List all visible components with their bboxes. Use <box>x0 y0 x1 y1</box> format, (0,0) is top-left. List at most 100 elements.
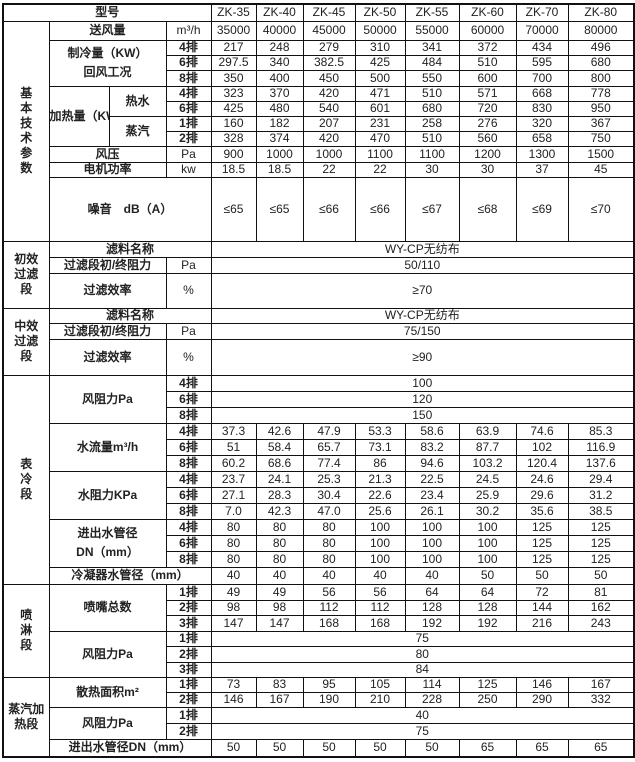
value-cell: ≤68 <box>458 176 517 242</box>
value-cell: 18.5 <box>255 161 304 178</box>
value-cell: 37.3 <box>210 422 257 440</box>
value-cell: 56 <box>302 583 356 601</box>
unit-cell: 1排 <box>165 115 212 132</box>
value-cell: 50 <box>567 566 635 585</box>
section-title: 喷淋段 <box>4 608 48 653</box>
value-cell-merged: 75 <box>210 722 635 740</box>
table-row: 过滤段初/终阻力 Pa 50/110 <box>3 256 635 274</box>
table-row: 进出水管径 DN（mm） 4排 80 80 80 100 100 100 125 125 <box>3 518 635 568</box>
param-label: 电机功率 <box>48 161 167 178</box>
section-label: 初效 过滤段 <box>2 240 50 309</box>
value-cell: 24.1 <box>255 470 304 488</box>
section-label: 中效 过滤段 <box>2 307 50 376</box>
unit-cell: 1排 <box>165 676 212 693</box>
value-cell: 128 <box>404 599 460 616</box>
value-cell: 125 <box>567 534 635 552</box>
value-cell: 310 <box>354 39 406 56</box>
value-cell: 60.2 <box>210 454 257 472</box>
value-cell: 480 <box>255 100 304 117</box>
value-cell: 25.3 <box>302 470 356 488</box>
value-cell: 167 <box>255 691 304 708</box>
table-row: 中效 过滤段滤料名称 WY-CP无纺布 <box>2 307 635 376</box>
table-row: 水流量m³/h 4排 37.3 42.6 47.9 53.3 58.6 63.9 74.6 85.… <box>3 422 635 472</box>
table-row: 型号 ZK-35 ZK-40 ZK-45 ZK-50 ZK-55 ZK-60 ZK-70 ZK-… <box>2 3 635 22</box>
value-cell: 100 <box>404 518 460 536</box>
value-cell: 73 <box>210 676 257 693</box>
value-cell: 80 <box>302 550 356 568</box>
value-cell: 100 <box>354 550 406 568</box>
table-row: 过滤效率% ≥90 <box>3 338 635 376</box>
value-cell: 125 <box>515 518 569 536</box>
header-model: ZK-80 <box>567 3 635 22</box>
section-title-part: 蒸汽加 <box>8 701 45 716</box>
value-cell: 382.5 <box>302 54 356 71</box>
value-cell: 65 <box>515 738 569 758</box>
section-title-part: 术 <box>20 131 33 145</box>
value-cell: 30 <box>404 161 460 178</box>
table-row: 8排 150 <box>3 406 635 424</box>
value-cell: 42.3 <box>255 502 304 520</box>
value-cell: 571 <box>458 85 517 102</box>
value-cell: 320 <box>515 115 569 132</box>
table-row: 6排 80 80 80 100 100 100 125 125 <box>3 534 635 552</box>
value-cell: 147 <box>255 614 304 632</box>
value-cell: 367 <box>567 115 635 132</box>
value-cell: 49 <box>255 583 304 601</box>
value-cell: 81 <box>567 583 635 601</box>
param-label: 进出水管径DN（mm） <box>48 738 212 758</box>
value-cell: 125 <box>567 518 635 536</box>
value-cell-merged: 80 <box>210 645 635 663</box>
value-cell: 40 <box>210 566 257 585</box>
section-title-part: 过滤 <box>14 334 39 348</box>
value-cell: 40 <box>302 566 356 585</box>
value-cell: 830 <box>515 100 569 117</box>
unit-cell: 1排 <box>165 706 212 724</box>
value-cell-merged: WY-CP无纺布 <box>210 307 635 324</box>
value-cell: 560 <box>458 130 517 147</box>
unit-cell: 2排 <box>165 599 212 616</box>
value-cell: 22.5 <box>404 470 460 488</box>
value-cell: 540 <box>302 100 356 117</box>
value-cell: 50 <box>458 566 517 585</box>
section-title-part: 淋 <box>20 623 33 637</box>
table-row: 过滤段初/终阻力 Pa 75/150 <box>3 322 635 340</box>
value-cell: 420 <box>302 130 356 147</box>
value-cell: 30.2 <box>458 502 517 520</box>
unit-cell: Pa <box>165 145 212 163</box>
value-cell: 80 <box>255 550 304 568</box>
value-cell: 80 <box>210 534 257 552</box>
value-cell: 55000 <box>404 20 460 41</box>
value-cell: 35.6 <box>515 502 569 520</box>
table-row: 基本技术参数送风量 m³/h 35000 40000 45000 50000 55000 60… <box>2 20 635 242</box>
unit-cell: 6排 <box>165 486 212 504</box>
value-cell: 128 <box>458 599 517 616</box>
value-cell: 74.6 <box>515 422 569 440</box>
value-cell: 40 <box>404 566 460 585</box>
value-cell-merged: 100 <box>210 374 635 392</box>
value-cell: 332 <box>567 691 635 708</box>
value-cell: 144 <box>515 599 569 616</box>
value-cell: 1500 <box>567 145 635 163</box>
value-cell: 73.1 <box>354 438 406 456</box>
value-cell: 700 <box>515 69 569 87</box>
value-cell: 243 <box>567 614 635 632</box>
value-cell: 900 <box>210 145 257 163</box>
value-cell: 425 <box>354 54 406 71</box>
value-cell: 87.7 <box>458 438 517 456</box>
param-label: 过滤段初/终阻力 <box>48 256 167 274</box>
value-cell: 125 <box>567 550 635 568</box>
value-cell: 29.4 <box>567 470 635 488</box>
param-label: 过滤效率 <box>48 272 167 309</box>
value-cell: 64 <box>458 583 517 601</box>
param-note: DN（mm） <box>76 545 139 559</box>
value-cell: 120.4 <box>515 454 569 472</box>
value-cell: 60000 <box>458 20 517 41</box>
value-cell: 800 <box>567 69 635 87</box>
value-cell: 27.1 <box>210 486 257 504</box>
value-cell: 471 <box>354 85 406 102</box>
value-cell: 374 <box>255 130 304 147</box>
value-cell: 1100 <box>404 145 460 163</box>
value-cell: 50 <box>515 566 569 585</box>
value-cell: 160 <box>210 115 257 132</box>
param-label: 过滤效率 <box>48 338 167 376</box>
